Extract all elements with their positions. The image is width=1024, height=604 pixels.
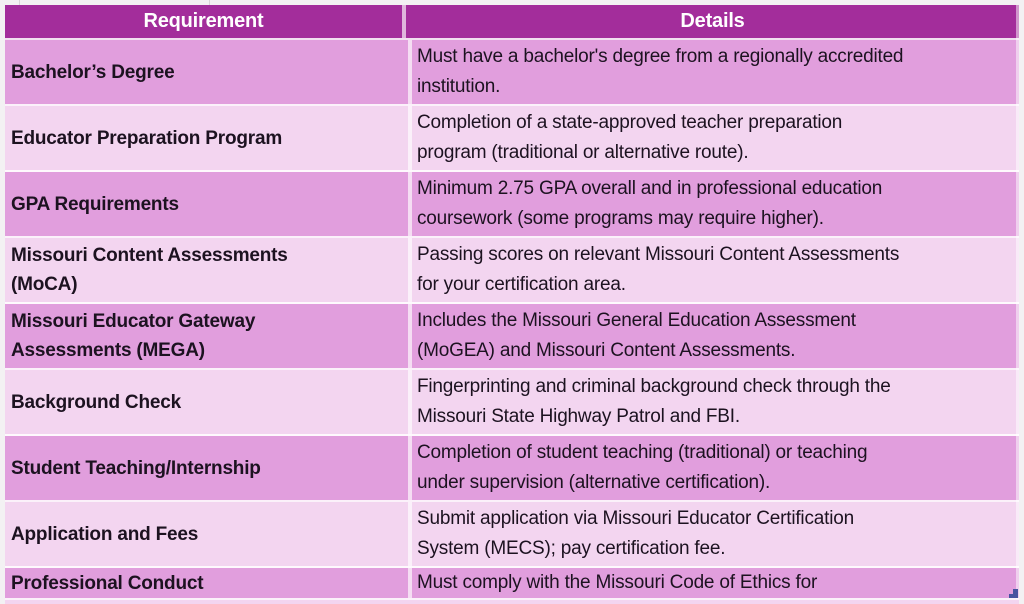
- cell-text-line: System (MECS); pay certification fee.: [417, 538, 726, 559]
- requirement-cell[interactable]: GPA Requirements: [5, 172, 412, 236]
- details-cell[interactable]: Completion of student teaching (traditio…: [412, 436, 1019, 500]
- details-cell[interactable]: Fingerprinting and criminal background c…: [412, 370, 1019, 434]
- table-row: Professional Conduct Must comply with th…: [5, 568, 1019, 600]
- table-row: Missouri Educator Gateway Assessments (M…: [5, 304, 1019, 370]
- cell-text-line: Passing scores on relevant Missouri Cont…: [417, 244, 900, 265]
- cell-text-line: Completion of a state-approved teacher p…: [417, 112, 843, 133]
- margin-gridline: [209, 0, 210, 5]
- details-cell[interactable]: Includes the Missouri General Education …: [412, 304, 1019, 368]
- cell-text-line: (MoGEA) and Missouri Content Assessments…: [417, 340, 796, 361]
- table-header-row: Requirement Details: [5, 5, 1019, 40]
- requirement-cell[interactable]: Bachelor’s Degree: [5, 40, 412, 104]
- table-row: GPA Requirements Minimum 2.75 GPA overal…: [5, 172, 1019, 238]
- cell-text-line: Fingerprinting and criminal background c…: [417, 376, 891, 397]
- requirement-cell[interactable]: Professional Conduct: [5, 568, 412, 598]
- cell-text-line: Professional Conduct: [11, 572, 204, 594]
- cell-text-line: Completion of student teaching (traditio…: [417, 442, 868, 463]
- cell-text-line: institution.: [417, 76, 501, 97]
- details-cell[interactable]: Submit application via Missouri Educator…: [412, 502, 1019, 566]
- cell-text-line: Application and Fees: [11, 523, 199, 545]
- table-row: Bachelor’s Degree Must have a bachelor's…: [5, 40, 1019, 106]
- requirement-cell[interactable]: Student Teaching/Internship: [5, 436, 412, 500]
- cell-text-line: coursework (some programs may require hi…: [417, 208, 824, 229]
- requirement-cell[interactable]: Educator Preparation Program: [5, 106, 412, 170]
- cell-text-line: Educator Preparation Program: [11, 127, 283, 149]
- table-row: Background Check Fingerprinting and crim…: [5, 370, 1019, 436]
- cell-text-line: Background Check: [11, 391, 181, 413]
- table-row: Student Teaching/Internship Completion o…: [5, 436, 1019, 502]
- details-cell[interactable]: Must comply with the Missouri Code of Et…: [412, 568, 1019, 598]
- cell-text-line: for your certification area.: [417, 274, 626, 295]
- cell-text-line: Bachelor’s Degree: [11, 61, 175, 83]
- requirements-table: Requirement Details Bachelor’s Degree Mu…: [5, 5, 1019, 604]
- cell-text-line: Must comply with the Missouri Code of Et…: [417, 572, 818, 593]
- cell-text-line: Includes the Missouri General Education …: [417, 310, 856, 331]
- requirement-cell[interactable]: Missouri Educator Gateway Assessments (M…: [5, 304, 412, 368]
- margin-gridline: [19, 0, 20, 5]
- table-row: Application and Fees Submit application …: [5, 502, 1019, 568]
- details-cell[interactable]: Completion of a state-approved teacher p…: [412, 106, 1019, 170]
- details-cell[interactable]: Must have a bachelor's degree from a reg…: [412, 40, 1019, 104]
- resize-handle-bar: [1013, 589, 1018, 598]
- details-cell[interactable]: Passing scores on relevant Missouri Cont…: [412, 238, 1019, 302]
- details-cell[interactable]: Minimum 2.75 GPA overall and in professi…: [412, 172, 1019, 236]
- cell-text-line: Missouri State Highway Patrol and FBI.: [417, 406, 740, 427]
- cell-text-line: Missouri Educator Gateway: [11, 311, 256, 332]
- cell-text-line: program (traditional or alternative rout…: [417, 142, 749, 163]
- cell-text-line: Missouri Content Assessments: [11, 245, 288, 266]
- cell-text-line: GPA Requirements: [11, 193, 179, 215]
- cell-text-line: Assessments (MEGA): [11, 340, 205, 361]
- details-column-header[interactable]: Details: [680, 10, 745, 32]
- cell-text-line: (MoCA): [11, 274, 78, 295]
- requirement-cell[interactable]: Application and Fees: [5, 502, 412, 566]
- cell-text-line: Minimum 2.75 GPA overall and in professi…: [417, 178, 883, 199]
- table-resize-handle-icon[interactable]: [1009, 589, 1018, 598]
- requirement-cell[interactable]: Missouri Content Assessments (MoCA): [5, 238, 412, 302]
- cell-text-line: Submit application via Missouri Educator…: [417, 508, 854, 529]
- cell-text-line: Student Teaching/Internship: [11, 457, 261, 479]
- partial-row-sliver: [5, 600, 1019, 604]
- requirement-cell[interactable]: Background Check: [5, 370, 412, 434]
- requirement-column-header[interactable]: Requirement: [5, 5, 406, 38]
- cell-text-line: under supervision (alternative certifica…: [417, 472, 771, 493]
- cell-text-line: Must have a bachelor's degree from a reg…: [417, 46, 904, 67]
- table-row: Missouri Content Assessments (MoCA) Pass…: [5, 238, 1019, 304]
- table-row: Educator Preparation Program Completion …: [5, 106, 1019, 172]
